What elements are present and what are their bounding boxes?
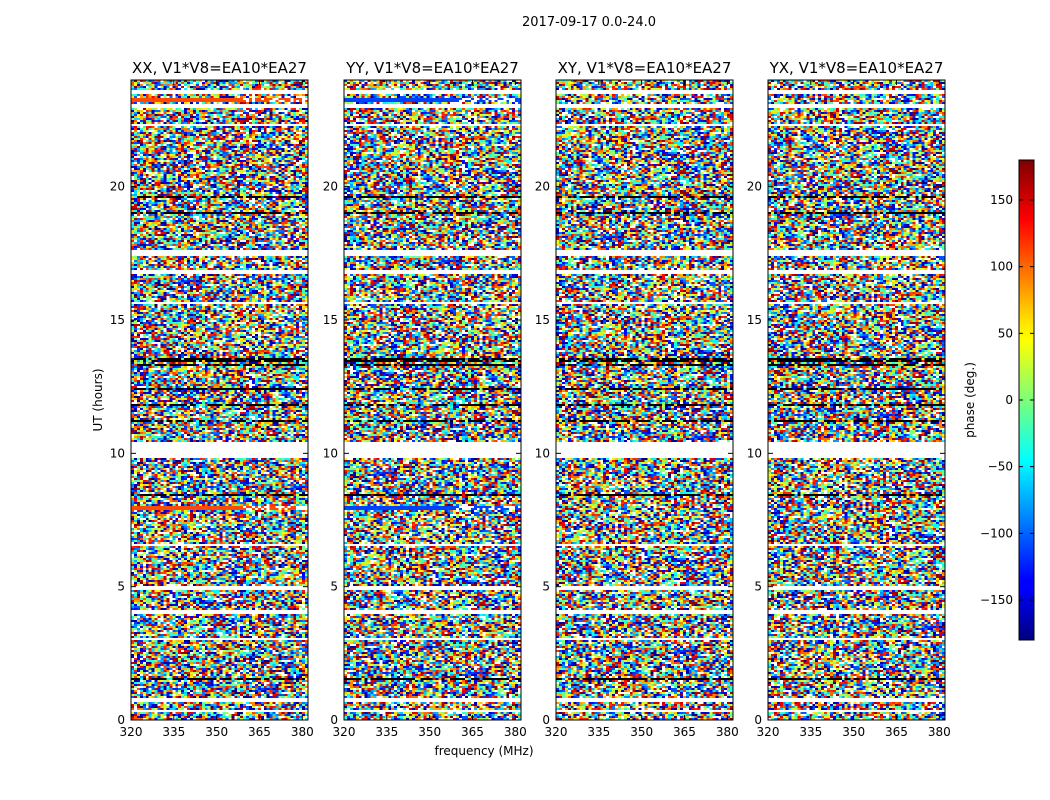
x-tick-label: 320 bbox=[545, 725, 568, 739]
panel-0-heatmap bbox=[131, 80, 308, 720]
y-tick-label: 10 bbox=[747, 446, 762, 460]
panel-0: XX, V1*V8=EA10*EA27 0 5 10 15 20 320 335 350 365 3… bbox=[110, 59, 314, 739]
y-tick-label: 5 bbox=[542, 580, 550, 594]
y-tick-label: 0 bbox=[754, 713, 762, 727]
y-tick-label: 20 bbox=[535, 180, 550, 194]
colorbar-tick-label: −50 bbox=[988, 460, 1013, 474]
panel-0-frame bbox=[130, 79, 309, 721]
x-tick-label: 350 bbox=[418, 725, 441, 739]
y-tick-label: 20 bbox=[110, 180, 125, 194]
colorbar-tick-label: 100 bbox=[990, 260, 1013, 274]
y-tick-label: 10 bbox=[110, 446, 125, 460]
x-tick-label: 335 bbox=[162, 725, 185, 739]
y-tick-label: 20 bbox=[323, 180, 338, 194]
figure-title: 2017-09-17 0.0-24.0 bbox=[522, 15, 656, 30]
x-tick-label: 350 bbox=[205, 725, 228, 739]
panel-3-frame bbox=[767, 79, 946, 721]
x-tick-label: 335 bbox=[587, 725, 610, 739]
x-tick-label: 350 bbox=[630, 725, 653, 739]
x-tick-label: 320 bbox=[333, 725, 356, 739]
colorbar-label: phase (deg.) bbox=[963, 362, 977, 438]
x-tick-label: 350 bbox=[842, 725, 865, 739]
panel-1-title: YY, V1*V8=EA10*EA27 bbox=[345, 59, 519, 77]
x-axis-label: frequency (MHz) bbox=[434, 744, 533, 758]
x-tick-label: 380 bbox=[291, 725, 314, 739]
panel-1-frame bbox=[343, 79, 522, 721]
panels: XX, V1*V8=EA10*EA27 0 5 10 15 20 320 335 350 365 3… bbox=[110, 59, 951, 739]
panel-3-title: YX, V1*V8=EA10*EA27 bbox=[769, 59, 944, 77]
x-tick-label: 380 bbox=[928, 725, 951, 739]
colorbar-tick-label: 50 bbox=[998, 326, 1013, 340]
panel-0-title: XX, V1*V8=EA10*EA27 bbox=[132, 59, 307, 77]
y-tick-label: 5 bbox=[117, 580, 125, 594]
panel-3-heatmap bbox=[768, 80, 945, 720]
panel-2-title: XY, V1*V8=EA10*EA27 bbox=[558, 59, 732, 77]
x-tick-label: 380 bbox=[716, 725, 739, 739]
y-tick-label: 0 bbox=[117, 713, 125, 727]
panel-1: YY, V1*V8=EA10*EA27 0 5 10 15 20 320 335 350 365 3… bbox=[323, 59, 527, 739]
panel-2: XY, V1*V8=EA10*EA27 0 5 10 15 20 320 335 350 365 3… bbox=[535, 59, 739, 739]
y-tick-label: 20 bbox=[747, 180, 762, 194]
panel-1-heatmap bbox=[344, 80, 521, 720]
x-tick-label: 320 bbox=[757, 725, 780, 739]
y-tick-label: 0 bbox=[542, 713, 550, 727]
x-tick-label: 365 bbox=[673, 725, 696, 739]
x-tick-label: 365 bbox=[885, 725, 908, 739]
colorbar: −150 −100 −50 0 50 100 150 phase (deg.) bbox=[963, 159, 1035, 641]
y-tick-label: 15 bbox=[323, 313, 338, 327]
y-tick-label: 15 bbox=[535, 313, 550, 327]
x-tick-label: 320 bbox=[120, 725, 143, 739]
y-tick-label: 15 bbox=[747, 313, 762, 327]
x-tick-label: 335 bbox=[375, 725, 398, 739]
colorbar-tick-label: 150 bbox=[990, 193, 1013, 207]
colorbar-tick-label: −150 bbox=[980, 593, 1013, 607]
x-tick-label: 365 bbox=[248, 725, 271, 739]
x-tick-label: 380 bbox=[504, 725, 527, 739]
panel-2-frame bbox=[555, 79, 734, 721]
y-tick-label: 5 bbox=[330, 580, 338, 594]
panel-3: YX, V1*V8=EA10*EA27 0 5 10 15 20 320 335 350 365 3… bbox=[747, 59, 951, 739]
y-tick-label: 0 bbox=[330, 713, 338, 727]
y-tick-label: 10 bbox=[535, 446, 550, 460]
colorbar-tick-label: 0 bbox=[1005, 393, 1013, 407]
x-tick-label: 335 bbox=[799, 725, 822, 739]
y-tick-label: 15 bbox=[110, 313, 125, 327]
y-axis-label: UT (hours) bbox=[91, 368, 105, 431]
y-tick-label: 10 bbox=[323, 446, 338, 460]
panel-2-heatmap bbox=[556, 80, 733, 720]
colorbar-ticks: −150 −100 −50 0 50 100 150 bbox=[980, 193, 1034, 607]
colorbar-tick-label: −100 bbox=[980, 526, 1013, 540]
y-tick-label: 5 bbox=[754, 580, 762, 594]
x-tick-label: 365 bbox=[461, 725, 484, 739]
